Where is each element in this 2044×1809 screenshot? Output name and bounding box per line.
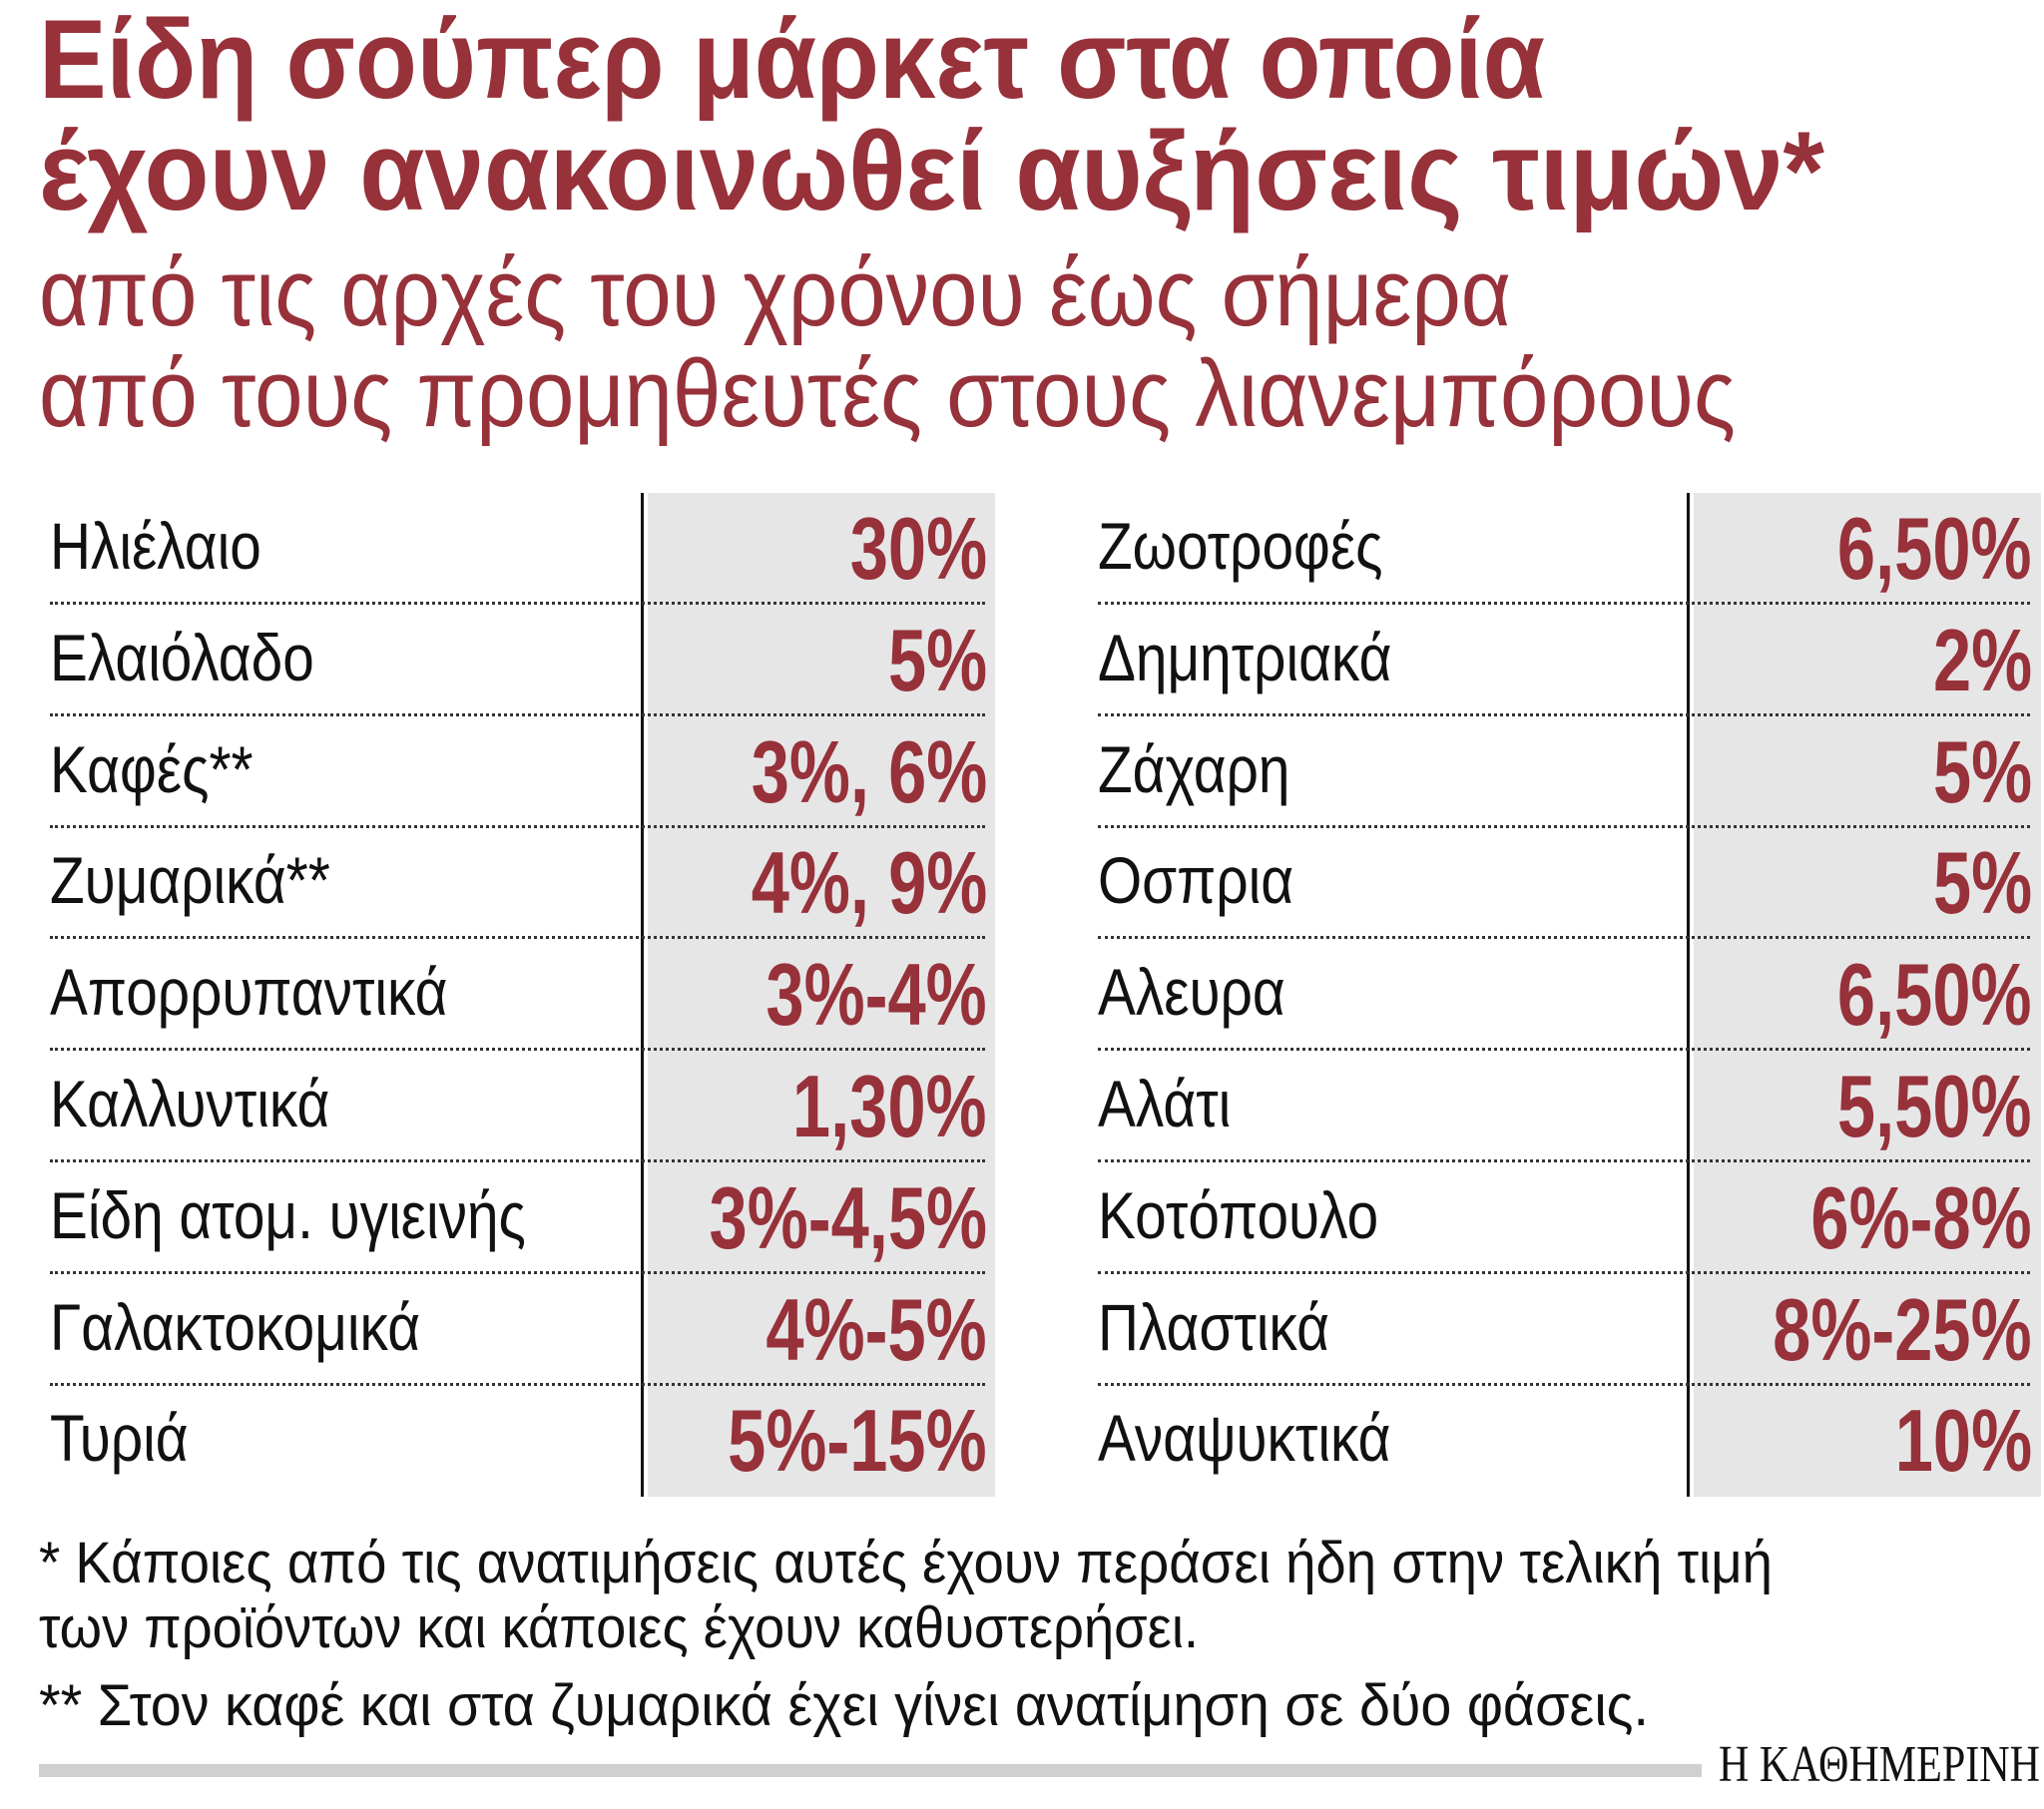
item-label: Καλλυντικά — [50, 1067, 330, 1140]
subtitle-text-1: από τις αρχές του χρόνου έως σήμερα — [39, 239, 1511, 346]
item-label: Αλάτι — [1098, 1067, 1232, 1140]
footer-bar — [39, 1764, 1702, 1777]
row-divider — [50, 602, 985, 605]
item-label: Δημητριακά — [1098, 620, 1392, 694]
row-divider — [50, 936, 985, 940]
increase-value: 4%, 9% — [751, 833, 987, 933]
table-row: Αναψυκτικά 10% — [1098, 1385, 2032, 1497]
table-row: Αλευρα 6,50% — [1098, 939, 2032, 1052]
subtitle-line-1: από τις αρχές του χρόνου έως σήμερα — [39, 245, 1666, 341]
footnote-1-line-1: * Κάποιες από τις ανατιμήσεις αυτές έχου… — [39, 1535, 1881, 1592]
increase-value: 6,50% — [1837, 499, 2032, 598]
item-label: Αναψυκτικά — [1098, 1401, 1391, 1476]
item-label: Ελαιόλαδο — [50, 620, 314, 694]
footnote-text: των προϊόντων και κάποιες έχουν καθυστερ… — [39, 1595, 1199, 1660]
title-line-1: Είδη σούπερ μάρκετ στα οποία — [39, 4, 1702, 116]
subtitle-line-2: από τους προμηθευτές στους λιανεμπόρους — [39, 346, 1909, 442]
item-label: Τυριά — [50, 1401, 189, 1476]
table-row: Γαλακτοκομικά 4%-5% — [50, 1274, 987, 1386]
row-divider — [50, 1048, 985, 1052]
row-divider — [50, 1270, 985, 1274]
table-row: Αλάτι 5,50% — [1098, 1051, 2032, 1162]
table-row: Απορρυπαντικά 3%-4% — [50, 939, 987, 1052]
item-label: Ζωοτροφές — [1098, 509, 1383, 583]
footnote-text: ** Στον καφέ και στα ζυμαρικά έχει γίνει… — [39, 1673, 1649, 1738]
increase-value: 5,50% — [1837, 1057, 2032, 1155]
increase-value: 4%-5% — [766, 1279, 987, 1379]
row-divider — [1098, 1382, 2030, 1386]
row-divider — [1098, 936, 2030, 940]
row-divider — [1098, 824, 2030, 828]
row-divider — [1098, 1270, 2030, 1274]
title-line-2: έχουν ανακοινωθεί αυξήσεις τιμών* — [39, 116, 1917, 227]
increase-value: 8%-25% — [1773, 1279, 2032, 1379]
table-row: Δημητριακά 2% — [1098, 605, 2032, 716]
item-label: Απορρυπαντικά — [50, 955, 448, 1030]
table-row: Ελαιόλαδο 5% — [50, 605, 987, 716]
right-value-column-bg — [1694, 493, 2041, 1497]
table-row: Ζυμαρικά** 4%, 9% — [50, 827, 987, 940]
increase-value: 1,30% — [792, 1057, 987, 1155]
footnote-text: * Κάποιες από τις ανατιμήσεις αυτές έχου… — [39, 1531, 1773, 1595]
increase-value: 5% — [1932, 721, 2032, 821]
increase-value: 3%-4% — [766, 945, 987, 1045]
increase-value: 2% — [1932, 610, 2032, 709]
table-row: Πλαστικά 8%-25% — [1098, 1274, 2032, 1386]
increase-value: 10% — [1894, 1391, 2032, 1491]
item-label: Οσπρια — [1098, 843, 1294, 918]
subtitle-text-2: από τους προμηθευτές στους λιανεμπόρους — [39, 340, 1736, 447]
title-text-1: Είδη σούπερ μάρκετ στα οποία — [39, 0, 1545, 122]
row-divider — [1098, 602, 2030, 605]
footnote-2: ** Στον καφέ και στα ζυμαρικά έχει γίνει… — [39, 1677, 1716, 1735]
table-row: Καλλυντικά 1,30% — [50, 1051, 987, 1162]
table-row: Κοτόπουλο 6%-8% — [1098, 1162, 2032, 1274]
item-label: Ζάχαρη — [1098, 731, 1290, 806]
row-divider — [50, 1159, 985, 1162]
kathimerini-logo: Η ΚΑΘΗΜΕΡΙΝΗ — [1719, 1739, 2044, 1791]
table-row: Ζάχαρη 5% — [1098, 716, 2032, 828]
footnote-1-line-2: των προϊόντων και κάποιες έχουν καθυστερ… — [39, 1599, 1278, 1657]
item-label: Γαλακτοκομικά — [50, 1289, 421, 1364]
increase-value: 5%-15% — [728, 1391, 987, 1491]
item-label: Καφές** — [50, 731, 254, 806]
increase-value: 6,50% — [1837, 945, 2032, 1045]
table-row: Τυριά 5%-15% — [50, 1385, 987, 1497]
increase-value: 3%-4,5% — [709, 1167, 987, 1267]
table-row: Ζωοτροφές 6,50% — [1098, 493, 2032, 605]
item-label: Είδη ατομ. υγιεινής — [50, 1177, 526, 1252]
table-row: Καφές** 3%, 6% — [50, 716, 987, 828]
table-row: Είδη ατομ. υγιεινής 3%-4,5% — [50, 1162, 987, 1274]
title-text-2: έχουν ανακοινωθεί αυξήσεις τιμών* — [39, 109, 1824, 233]
row-divider — [50, 1382, 985, 1386]
left-column-divider — [641, 493, 644, 1497]
increase-value: 30% — [849, 499, 987, 598]
item-label: Αλευρα — [1098, 955, 1285, 1030]
item-label: Πλαστικά — [1098, 1289, 1329, 1364]
increase-value: 3%, 6% — [751, 721, 987, 821]
row-divider — [50, 824, 985, 828]
table-row: Οσπρια 5% — [1098, 827, 2032, 940]
item-label: Κοτόπουλο — [1098, 1177, 1379, 1252]
increase-value: 5% — [887, 610, 987, 709]
row-divider — [1098, 1159, 2030, 1162]
table-row: Ηλιέλαιο 30% — [50, 493, 987, 605]
row-divider — [1098, 712, 2030, 716]
logo-text: Η ΚΑΘΗΜΕΡΙΝΗ — [1719, 1736, 2040, 1793]
item-label: Ηλιέλαιο — [50, 509, 261, 583]
increase-value: 5% — [1932, 833, 2032, 933]
item-label: Ζυμαρικά** — [50, 843, 330, 918]
row-divider — [1098, 1048, 2030, 1052]
increase-value: 6%-8% — [1810, 1167, 2032, 1267]
right-column-divider — [1687, 493, 1690, 1497]
row-divider — [50, 712, 985, 716]
left-value-column-bg — [648, 493, 995, 1497]
